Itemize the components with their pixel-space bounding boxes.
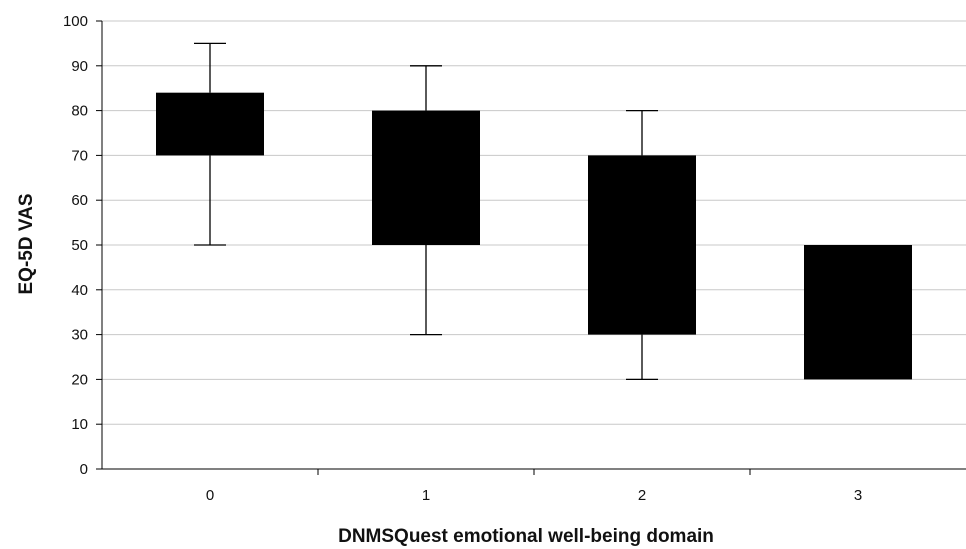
whiskers xyxy=(194,42,658,381)
y-tick-label-100: 100 xyxy=(63,13,88,30)
y-tick-label-40: 40 xyxy=(71,282,88,299)
y-tick-label-60: 60 xyxy=(71,192,88,209)
y-axis-title: EQ-5D VAS xyxy=(16,193,37,294)
y-tick-label-70: 70 xyxy=(71,147,88,164)
box-1 xyxy=(372,110,480,245)
boxes xyxy=(156,92,912,380)
y-tick-label-10: 10 xyxy=(71,416,88,433)
x-tick-label-2: 2 xyxy=(638,487,646,504)
x-axis-ticks: 0 1 2 3 xyxy=(206,469,862,504)
x-axis-title: DNMSQuest emotional well-being domain xyxy=(338,526,714,547)
box-3 xyxy=(804,245,912,380)
box-2 xyxy=(588,155,696,335)
y-tick-label-80: 80 xyxy=(71,103,88,120)
x-tick-label-1: 1 xyxy=(422,487,430,504)
y-tick-label-90: 90 xyxy=(71,58,88,75)
box-0 xyxy=(156,92,264,156)
y-tick-label-50: 50 xyxy=(71,237,88,254)
y-tick-label-30: 30 xyxy=(71,327,88,344)
x-tick-label-0: 0 xyxy=(206,487,214,504)
y-tick-label-20: 20 xyxy=(71,371,88,388)
x-tick-label-3: 3 xyxy=(854,487,862,504)
y-tick-label-0: 0 xyxy=(80,461,88,478)
y-axis-ticks: 0 10 20 30 40 50 60 70 80 90 100 xyxy=(63,13,102,478)
